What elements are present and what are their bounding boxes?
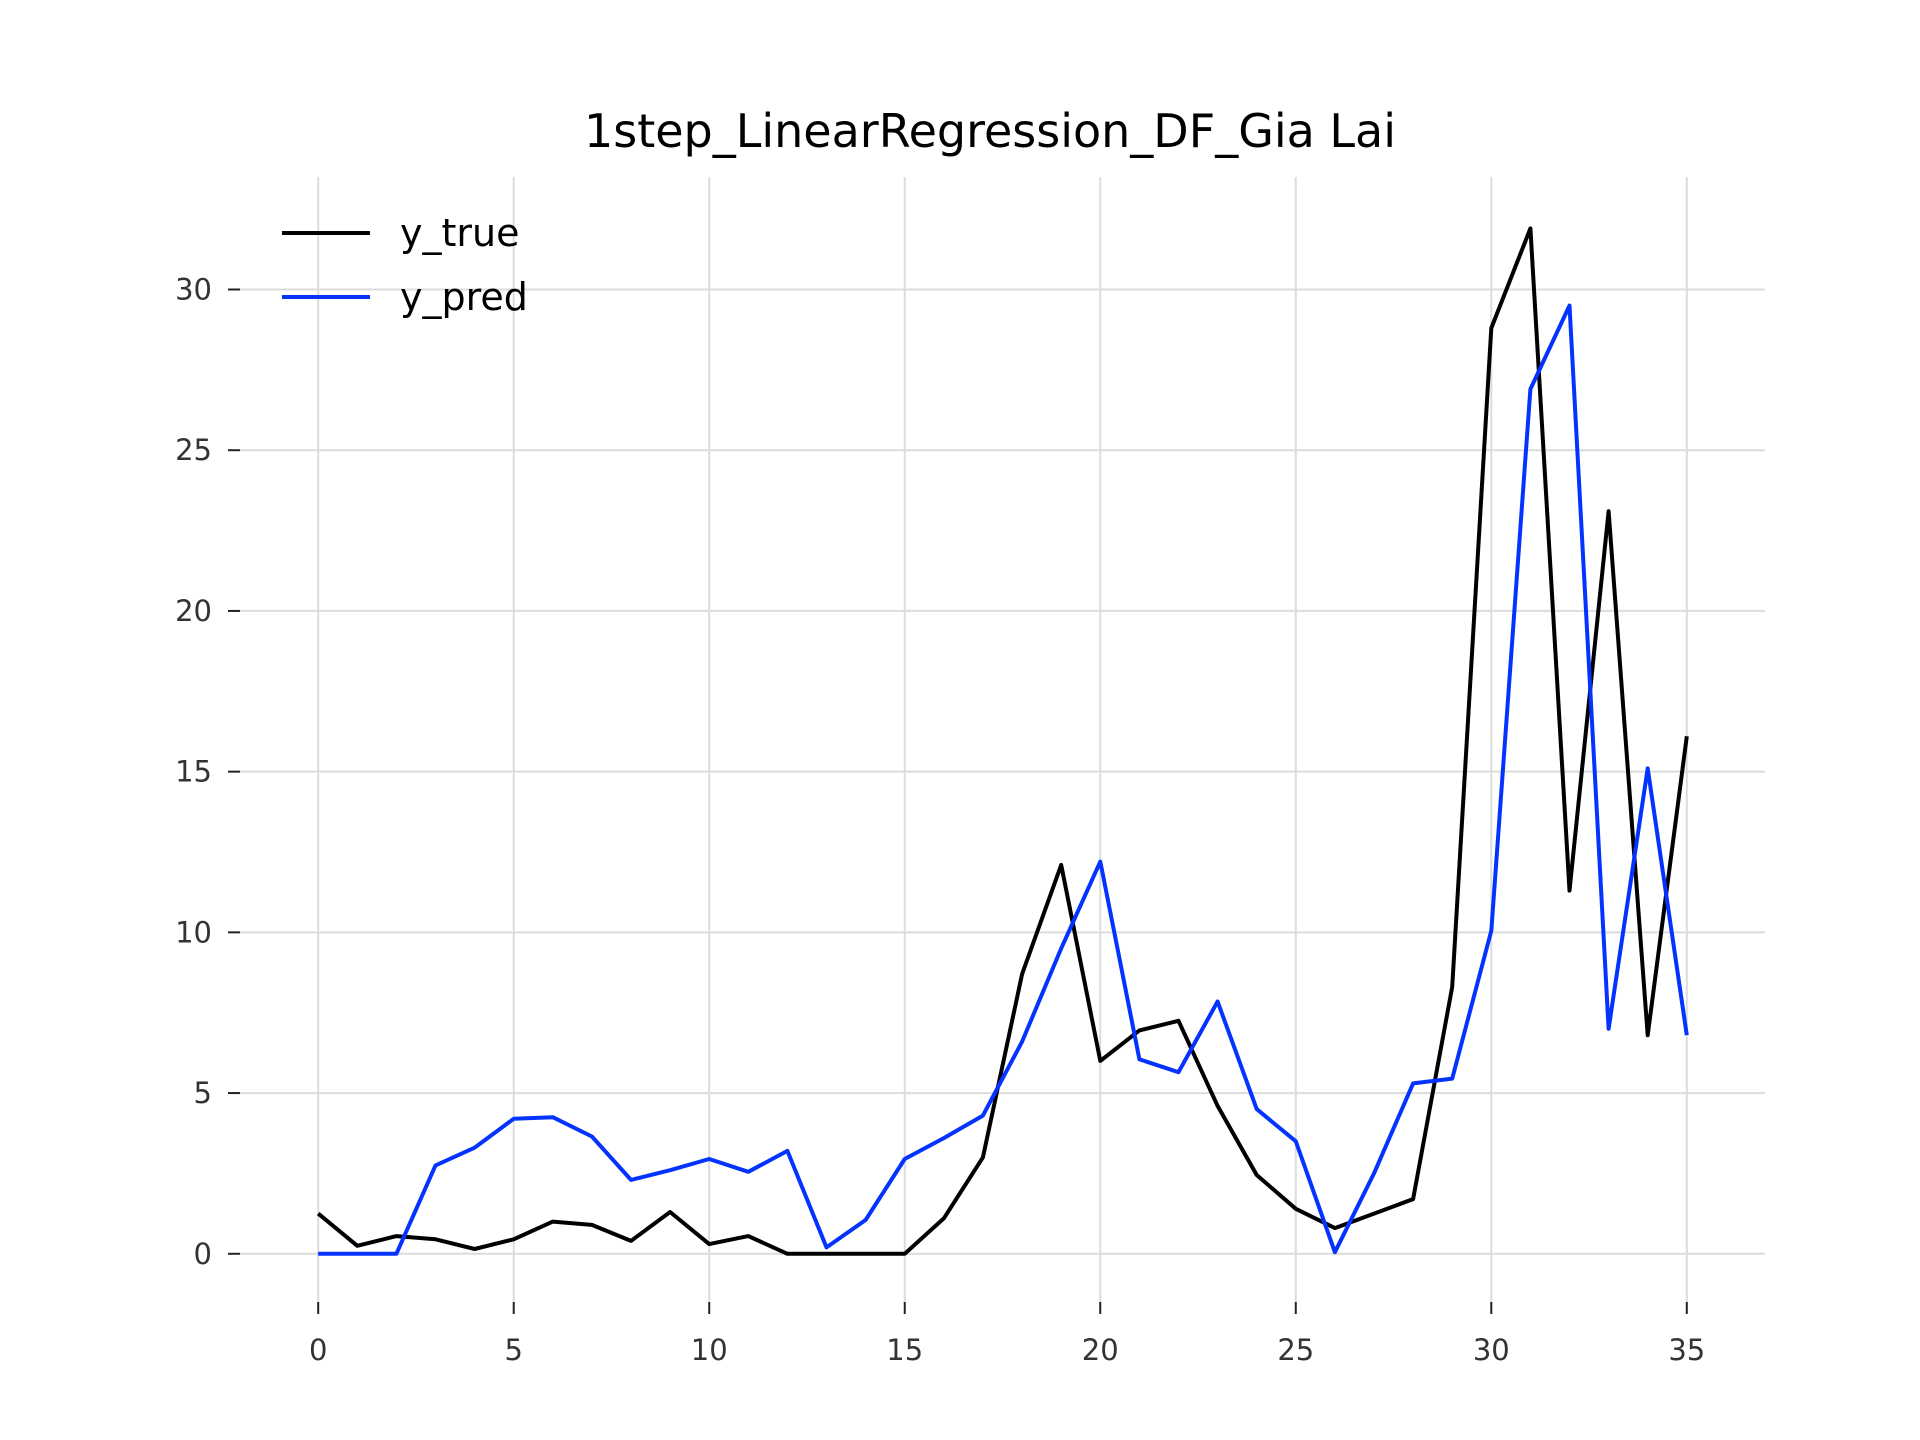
grid — [240, 177, 1765, 1302]
y-tick-label: 20 — [175, 594, 212, 628]
x-tick-label: 20 — [1082, 1333, 1119, 1367]
x-tick-label: 5 — [504, 1333, 522, 1367]
y-tick-label: 25 — [175, 433, 212, 467]
y-tick-label: 10 — [175, 915, 212, 949]
y-tick-label: 0 — [194, 1237, 212, 1271]
x-tick-label: 35 — [1668, 1333, 1705, 1367]
x-tick-label: 30 — [1473, 1333, 1510, 1367]
series-lines — [316, 226, 1689, 1256]
legend: y_true y_pred — [282, 211, 528, 319]
y-tick-label: 15 — [175, 755, 212, 789]
y-tick-label: 5 — [194, 1076, 212, 1110]
series-line-y-true — [316, 226, 1689, 1256]
chart-title: 1step_LinearRegression_DF_Gia Lai — [584, 104, 1396, 158]
x-tick-label: 10 — [691, 1333, 728, 1367]
x-tick-label: 15 — [886, 1333, 923, 1367]
series-line-y-pred — [318, 303, 1689, 1256]
y-tick-label: 30 — [175, 273, 212, 307]
x-tick-label: 25 — [1277, 1333, 1314, 1367]
legend-label: y_true — [400, 211, 519, 255]
legend-label: y_pred — [400, 275, 528, 319]
axes: 0 5 10 15 20 25 30 35 0 5 10 15 20 25 30 — [175, 273, 1705, 1368]
x-tick-label: 0 — [309, 1333, 327, 1367]
